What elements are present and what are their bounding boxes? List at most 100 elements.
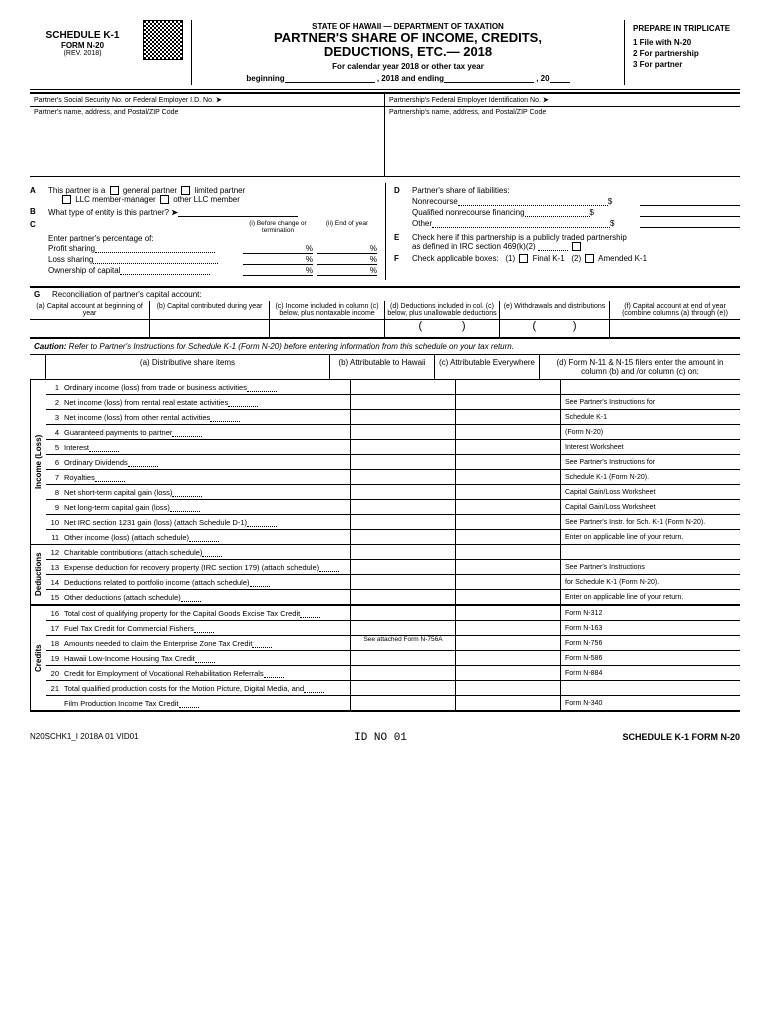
partner-address[interactable]: Partner's name, address, and Postal/ZIP …	[30, 107, 385, 176]
profit-end[interactable]: %	[317, 244, 377, 254]
col-c-input[interactable]	[455, 651, 560, 665]
col-before: (i) Before change or termination	[243, 220, 313, 234]
col-b-input[interactable]	[350, 606, 455, 620]
col-b-input[interactable]	[350, 485, 455, 499]
amended-k1-checkbox[interactable]	[585, 254, 594, 263]
deductions-label: Deductions	[30, 545, 46, 605]
profit-before[interactable]: %	[243, 244, 313, 254]
year-input[interactable]	[550, 73, 570, 83]
col-b-input[interactable]	[350, 621, 455, 635]
calendar-year: For calendar year 2018 or other tax year	[196, 62, 620, 71]
limited-partner-checkbox[interactable]	[181, 186, 190, 195]
col-b-input[interactable]: See attached Form N-756A	[350, 636, 455, 650]
col-c-input[interactable]	[455, 515, 560, 529]
col-b-input[interactable]	[350, 440, 455, 454]
col-c-input[interactable]	[455, 636, 560, 650]
col-c-input[interactable]	[455, 575, 560, 589]
col-c-input[interactable]	[455, 590, 560, 604]
general-partner-checkbox[interactable]	[110, 186, 119, 195]
col-b-input[interactable]	[350, 395, 455, 409]
col-c-input[interactable]	[455, 560, 560, 574]
own-end[interactable]: %	[317, 266, 377, 276]
section-g-data[interactable]: ( ) ( )	[30, 320, 740, 338]
col-b-input[interactable]	[350, 380, 455, 394]
col-c-input[interactable]	[455, 621, 560, 635]
col-d-ref: Form N-884	[560, 666, 740, 680]
col-b-input[interactable]	[350, 666, 455, 680]
ptp-checkbox[interactable]	[572, 242, 581, 251]
schedule-label: SCHEDULE K-1	[30, 30, 135, 41]
partnership-fein-label: Partnership's Federal Employer Identific…	[385, 94, 740, 106]
other-amt[interactable]	[640, 219, 740, 228]
col-b-input[interactable]	[350, 681, 455, 695]
col-b-input[interactable]	[350, 470, 455, 484]
other-llc-checkbox[interactable]	[160, 195, 169, 204]
row-desc: Other deductions (attach schedule)	[62, 593, 350, 602]
table-row: 17 Fuel Tax Credit for Commercial Fisher…	[46, 621, 740, 636]
partner-info-row: Partner's Social Security No. or Federal…	[30, 92, 740, 107]
col-b-input[interactable]	[350, 425, 455, 439]
col-b-input[interactable]	[350, 651, 455, 665]
col-c-input[interactable]	[455, 666, 560, 680]
ending-input[interactable]	[444, 73, 534, 83]
form-title-2: DEDUCTIONS, ETC.— 2018	[196, 45, 620, 59]
table-row: 19 Hawaii Low-Income Housing Tax Credit …	[46, 651, 740, 666]
col-c-input[interactable]	[455, 455, 560, 469]
caution-label: Caution:	[34, 342, 66, 351]
col-c-input[interactable]	[455, 470, 560, 484]
row-num: 14	[46, 578, 62, 587]
col-b-input[interactable]	[350, 515, 455, 529]
loss-before[interactable]: %	[243, 255, 313, 265]
table-row: 18 Amounts needed to claim the Enterpris…	[46, 636, 740, 651]
credits-label: Credits	[30, 606, 46, 711]
col-b-input[interactable]	[350, 455, 455, 469]
col-d-ref: Interest Worksheet	[560, 440, 740, 454]
entity-type-input[interactable]	[178, 207, 298, 217]
col-c-input[interactable]	[455, 380, 560, 394]
col-c-input[interactable]	[455, 425, 560, 439]
nonrecourse-amt[interactable]	[640, 197, 740, 206]
col-b-input[interactable]	[350, 410, 455, 424]
profit-sharing-label: Profit sharing	[48, 244, 95, 253]
row-desc: Net long-term capital gain (loss)	[62, 503, 350, 512]
table-row: 2 Net income (loss) from rental real est…	[46, 395, 740, 410]
col-d-ref: for Schedule K-1 (Form N-20).	[560, 575, 740, 589]
col-c-input[interactable]	[455, 606, 560, 620]
col-c-input[interactable]	[455, 530, 560, 544]
final-k1-checkbox[interactable]	[519, 254, 528, 263]
col-b-input[interactable]	[350, 590, 455, 604]
col-b-input[interactable]	[350, 560, 455, 574]
col-b-input[interactable]	[350, 696, 455, 710]
beginning-input[interactable]	[285, 73, 375, 83]
own-before[interactable]: %	[243, 266, 313, 276]
row-num: 7	[46, 473, 62, 482]
col-d-ref: See Partner's Instructions for	[560, 455, 740, 469]
qr-code-icon	[143, 20, 183, 60]
year-label: , 20	[536, 74, 549, 83]
partnership-address[interactable]: Partnership's name, address, and Postal/…	[385, 107, 740, 176]
col-c-input[interactable]	[455, 410, 560, 424]
deduction-rows: 12 Charitable contributions (attach sche…	[46, 545, 740, 605]
col-c-input[interactable]	[455, 500, 560, 514]
col-b-input[interactable]	[350, 545, 455, 559]
col-b-input[interactable]	[350, 575, 455, 589]
dist-col-a: (a) Distributive share items	[46, 355, 330, 379]
llc-manager-checkbox[interactable]	[62, 195, 71, 204]
col-b-input[interactable]	[350, 500, 455, 514]
col-c-input[interactable]	[455, 395, 560, 409]
row-desc: Ordinary income (loss) from trade or bus…	[62, 383, 350, 392]
partner-ssn-label: Partner's Social Security No. or Federal…	[30, 94, 385, 106]
col-b-input[interactable]	[350, 530, 455, 544]
col-c-input[interactable]	[455, 681, 560, 695]
table-row: 13 Expense deduction for recovery proper…	[46, 560, 740, 575]
col-c-input[interactable]	[455, 440, 560, 454]
loss-end[interactable]: %	[317, 255, 377, 265]
opt-other-llc: other LLC member	[173, 195, 240, 204]
section-a-text: This partner is a	[48, 186, 105, 195]
page-footer: N20SCHK1_I 2018A 01 VID01 ID NO 01 SCHED…	[30, 732, 740, 744]
col-c-input[interactable]	[455, 545, 560, 559]
col-c-input[interactable]	[455, 485, 560, 499]
ending-label: , 2018 and ending	[377, 74, 444, 83]
qualified-amt[interactable]	[640, 208, 740, 217]
col-c-input[interactable]	[455, 696, 560, 710]
